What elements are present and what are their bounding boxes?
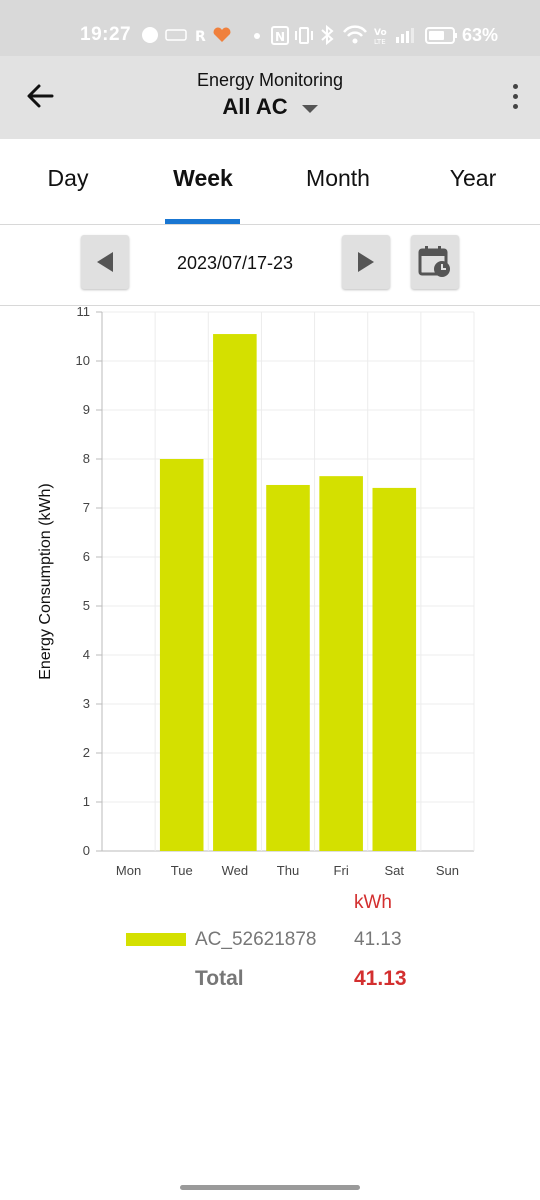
chevron-down-icon — [301, 104, 318, 113]
more-dot-icon — [512, 94, 518, 99]
title-group: Energy Monitoring All AC — [0, 70, 540, 120]
y-axis-label: Energy Consumption (kWh) — [37, 483, 54, 680]
y-tick-label: 8 — [83, 451, 90, 466]
y-tick-label: 0 — [83, 843, 90, 858]
vibrate-icon — [295, 27, 313, 44]
legend-swatch — [126, 933, 186, 946]
back-arrow-icon — [27, 84, 54, 108]
svg-text:Vo: Vo — [374, 28, 387, 38]
y-tick-label: 4 — [83, 647, 90, 662]
svg-text:LTE: LTE — [374, 38, 386, 46]
triangle-right-icon — [358, 252, 374, 272]
calendar-button[interactable] — [411, 235, 459, 289]
y-tick-label: 1 — [83, 794, 90, 809]
status-bar: 19:27 R N Vo LTE 63% — [0, 0, 540, 56]
bar-chart: 0 1 2 3 4 5 6 7 8 9 10 11 Mon Tue Wed Thu Fri Sat Sun Energ… — [37, 304, 475, 878]
date-navigation: 2023/07/17-23 — [0, 226, 540, 306]
next-period-button[interactable] — [342, 235, 390, 289]
battery-percent: 63% — [462, 25, 499, 45]
bar-fri — [319, 476, 363, 851]
notification-dot-icon — [254, 33, 260, 39]
back-button[interactable] — [20, 76, 60, 116]
y-tick-label: 6 — [83, 549, 90, 564]
device-selector[interactable]: All AC — [222, 94, 318, 120]
x-tick-label: Mon — [116, 863, 141, 878]
active-tab-indicator — [165, 219, 240, 224]
triangle-left-icon — [97, 252, 113, 272]
app-bar: Energy Monitoring All AC — [0, 56, 540, 139]
tab-day[interactable]: Day — [47, 165, 89, 191]
x-tick-label: Thu — [277, 863, 299, 878]
y-tick-label: 2 — [83, 745, 90, 760]
heart-app-icon — [213, 27, 231, 42]
unit-label: kWh — [354, 892, 392, 913]
wifi-icon — [343, 25, 367, 44]
app-r-icon: R — [195, 29, 206, 45]
status-time: 19:27 — [80, 24, 132, 45]
total-label: Total — [195, 967, 244, 990]
consumption-summary: kWh AC_52621878 41.13 Total 41.13 — [0, 886, 540, 1006]
more-dot-icon — [512, 84, 518, 89]
x-tick-label: Sat — [385, 863, 405, 878]
bar-wed — [213, 334, 257, 851]
y-tick-label: 5 — [83, 598, 90, 613]
date-range: 2023/07/17-23 — [176, 253, 294, 273]
page-subtitle: Energy Monitoring — [196, 70, 344, 90]
x-tick-label: Sun — [436, 863, 459, 878]
bar-thu — [266, 484, 310, 851]
y-tick-label: 10 — [76, 353, 90, 368]
home-indicator[interactable] — [180, 1185, 360, 1190]
period-tabs: Day Week Month Year — [0, 139, 540, 225]
total-value: 41.13 — [354, 967, 407, 990]
x-tick-label: Wed — [222, 863, 249, 878]
tab-year[interactable]: Year — [449, 165, 497, 191]
messenger-icon — [142, 27, 158, 43]
page-title: All AC — [222, 94, 288, 119]
energy-chart: 0 1 2 3 4 5 6 7 8 9 10 11 Mon Tue Wed Thu Fri Sat Sun Energ… — [0, 300, 540, 890]
bar-tue — [159, 459, 204, 851]
device-name: AC_52621878 — [195, 929, 317, 950]
more-options-button[interactable] — [508, 82, 522, 114]
signal-icon — [396, 28, 414, 43]
bank-icon — [165, 29, 187, 41]
device-value: 41.13 — [354, 929, 402, 950]
x-tick-label: Fri — [334, 863, 349, 878]
calendar-clock-icon — [418, 246, 450, 277]
tab-week[interactable]: Week — [173, 165, 233, 191]
nfc-icon: N — [271, 26, 289, 45]
y-tick-label: 11 — [77, 304, 91, 319]
bar-sat — [372, 487, 417, 851]
tab-month[interactable]: Month — [306, 165, 370, 191]
y-tick-label: 9 — [83, 402, 90, 417]
y-tick-label: 7 — [83, 500, 90, 515]
battery-icon — [425, 27, 457, 44]
bluetooth-icon — [321, 24, 334, 46]
previous-period-button[interactable] — [81, 235, 129, 289]
x-tick-label: Tue — [171, 863, 193, 878]
y-tick-label: 3 — [83, 696, 90, 711]
svg-text:R: R — [195, 29, 206, 45]
svg-text:N: N — [275, 30, 285, 44]
more-dot-icon — [512, 104, 518, 109]
